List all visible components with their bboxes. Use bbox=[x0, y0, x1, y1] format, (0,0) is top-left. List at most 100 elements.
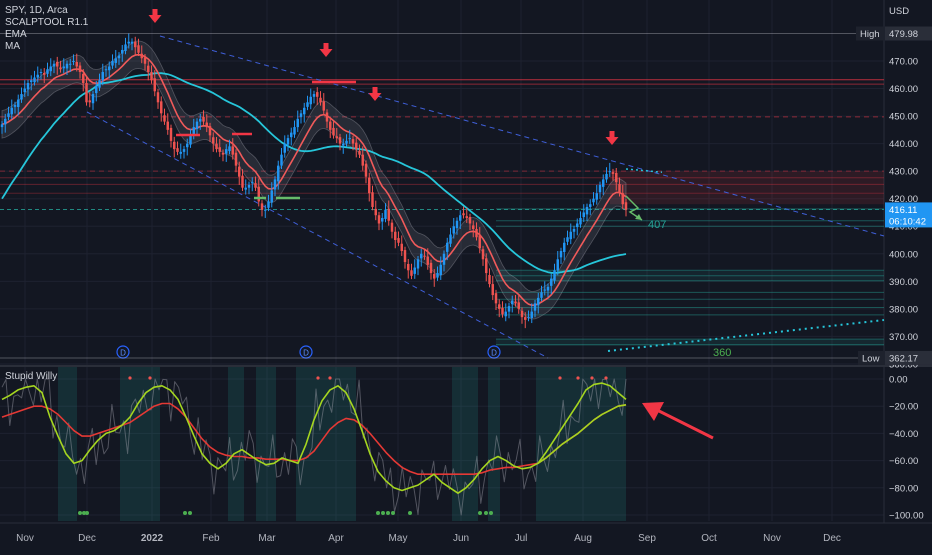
candle bbox=[150, 65, 153, 84]
candle bbox=[202, 110, 205, 125]
candle bbox=[166, 113, 169, 135]
osc-highlight-band bbox=[256, 367, 276, 521]
candle bbox=[173, 136, 176, 158]
candle bbox=[199, 113, 202, 130]
candle-body bbox=[332, 127, 335, 136]
osc-signal-dot bbox=[576, 376, 580, 380]
candle bbox=[442, 250, 446, 272]
candle-body bbox=[56, 61, 59, 67]
candle bbox=[494, 289, 498, 310]
candle bbox=[472, 220, 475, 238]
candle bbox=[413, 259, 416, 279]
candle-body bbox=[166, 121, 169, 130]
candle-body bbox=[127, 41, 130, 44]
candle bbox=[345, 134, 348, 147]
candle bbox=[156, 88, 160, 109]
osc-signal-dot bbox=[316, 376, 320, 380]
candle bbox=[267, 194, 270, 212]
candle bbox=[400, 235, 403, 256]
candle-body bbox=[72, 61, 75, 62]
candle bbox=[598, 181, 602, 199]
candle bbox=[33, 70, 36, 86]
candle-body bbox=[52, 63, 56, 67]
candle bbox=[225, 144, 228, 162]
candle-body bbox=[62, 66, 65, 69]
candle bbox=[91, 90, 95, 110]
candle-body bbox=[478, 235, 481, 249]
candle bbox=[78, 62, 82, 79]
candle bbox=[501, 301, 504, 318]
candle-body bbox=[143, 57, 147, 64]
candle bbox=[364, 160, 368, 184]
ma-line bbox=[1, 72, 627, 274]
candle-body bbox=[433, 274, 436, 279]
candle bbox=[104, 65, 108, 77]
candle bbox=[410, 263, 413, 280]
candle bbox=[582, 204, 585, 222]
price-tick-label: 420.00 bbox=[889, 194, 918, 205]
candle bbox=[390, 219, 394, 239]
candle bbox=[127, 33, 130, 49]
osc-signal-dot bbox=[85, 511, 89, 515]
candle-body bbox=[371, 192, 374, 207]
candle bbox=[134, 36, 137, 56]
symbol-legend[interactable]: SPY, 1D, Arca SCALPTOOL R1.1 EMA MA bbox=[5, 5, 88, 53]
osc-signal-dot bbox=[128, 376, 132, 380]
candle-body bbox=[169, 127, 173, 141]
indicator-ema[interactable]: EMA bbox=[5, 29, 27, 40]
candle-body bbox=[273, 179, 277, 190]
symbol-title[interactable]: SPY, 1D, Arca bbox=[5, 5, 68, 16]
dividend-label: D bbox=[303, 349, 309, 358]
candle bbox=[108, 61, 111, 79]
candle-body bbox=[0, 124, 4, 128]
candle-body bbox=[267, 201, 270, 208]
price-tick-label: 460.00 bbox=[889, 84, 918, 95]
candle bbox=[247, 181, 251, 195]
target-arrow-icon bbox=[625, 195, 643, 221]
candle bbox=[361, 146, 364, 171]
candle-body bbox=[231, 146, 234, 155]
candle-body bbox=[189, 135, 192, 145]
candle-body bbox=[485, 258, 488, 274]
osc-signal-dot bbox=[82, 511, 86, 515]
indicator-scalptool[interactable]: SCALPTOOL R1.1 bbox=[5, 17, 89, 28]
low-label-bg bbox=[858, 350, 884, 365]
candle bbox=[439, 256, 442, 280]
candle-body bbox=[429, 262, 433, 274]
candle-body bbox=[559, 251, 563, 258]
candle-body bbox=[179, 151, 182, 154]
candle bbox=[312, 90, 316, 104]
dividend-circle bbox=[116, 345, 130, 359]
candle bbox=[611, 168, 615, 181]
candle bbox=[208, 122, 212, 142]
osc-signal-dot bbox=[478, 511, 482, 515]
low-value: 362.17 bbox=[889, 353, 918, 364]
candle-body bbox=[23, 88, 26, 93]
indicator-ma[interactable]: MA bbox=[5, 41, 20, 52]
candle bbox=[17, 94, 20, 116]
candle bbox=[182, 145, 186, 159]
oscillator-arrow-icon bbox=[642, 402, 664, 421]
peak-arrow-icon bbox=[605, 131, 619, 145]
candle bbox=[465, 207, 468, 223]
candle-body bbox=[153, 78, 156, 92]
candle bbox=[429, 259, 433, 280]
candle bbox=[241, 169, 244, 191]
candle bbox=[293, 120, 296, 138]
ema-line bbox=[1, 53, 627, 307]
resistance-zone bbox=[610, 171, 884, 205]
candle bbox=[121, 45, 124, 62]
candle-body bbox=[459, 215, 462, 221]
candle-body bbox=[468, 217, 472, 224]
osc-tick-label: −100.00 bbox=[889, 511, 924, 522]
currency-label: USD bbox=[889, 6, 909, 17]
time-tick-label: Apr bbox=[328, 533, 344, 544]
candle bbox=[511, 295, 514, 313]
time-tick-label: Jul bbox=[515, 533, 528, 544]
candle-body bbox=[228, 146, 231, 152]
osc-signal-dot bbox=[558, 376, 562, 380]
candle-body bbox=[95, 85, 98, 94]
candle bbox=[309, 88, 312, 110]
oscillator-title[interactable]: Stupid Willy bbox=[5, 371, 58, 382]
